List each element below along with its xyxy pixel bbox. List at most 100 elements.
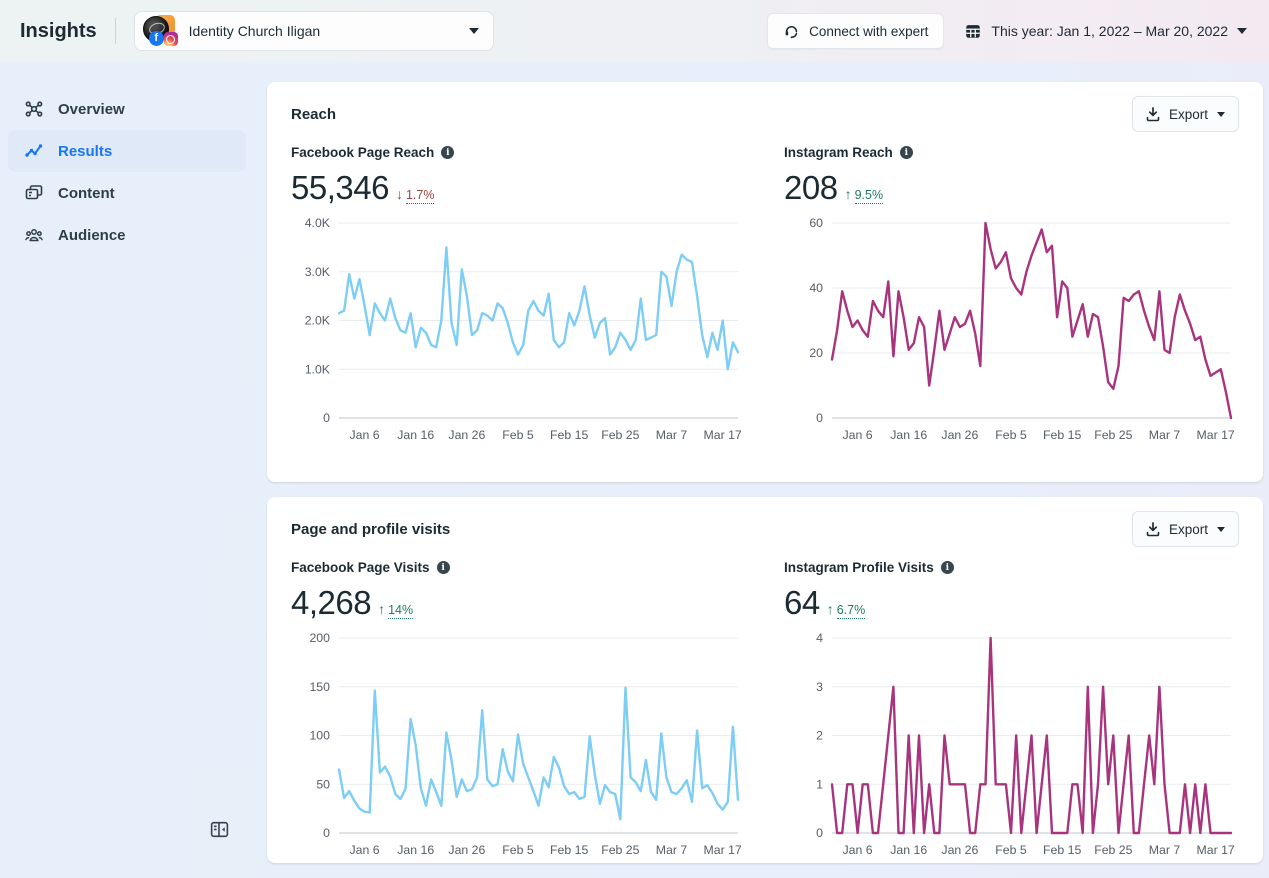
svg-text:Jan 6: Jan 6: [350, 428, 380, 442]
caret-down-icon: [1237, 28, 1247, 34]
svg-text:Feb 5: Feb 5: [995, 843, 1027, 857]
svg-text:Mar 17: Mar 17: [1197, 428, 1235, 442]
info-icon[interactable]: i: [441, 146, 454, 159]
sidebar-item-label: Results: [58, 143, 112, 160]
instagram-badge-icon: [164, 32, 178, 46]
metric-value: 208: [784, 169, 838, 207]
export-label: Export: [1169, 522, 1208, 537]
svg-text:50: 50: [316, 778, 330, 792]
collapse-sidebar-icon: [209, 819, 230, 840]
arrow-up-icon: ↑: [827, 601, 834, 617]
sidebar-item-results[interactable]: Results: [8, 130, 246, 172]
svg-text:Jan 26: Jan 26: [448, 843, 485, 857]
svg-text:4.0K: 4.0K: [305, 216, 331, 230]
metric-delta: ↑ 9.5%: [845, 186, 884, 204]
page-title: Insights: [20, 20, 97, 43]
caret-down-icon: [1217, 527, 1225, 532]
svg-text:3: 3: [816, 680, 823, 694]
svg-text:20: 20: [809, 346, 823, 360]
metric-label: Facebook Page Visits: [291, 560, 430, 575]
svg-text:40: 40: [809, 281, 823, 295]
metric-delta: ↑ 6.7%: [827, 601, 866, 619]
metric-delta: ↓ 1.7%: [396, 186, 435, 204]
svg-text:2.0K: 2.0K: [305, 314, 331, 328]
svg-text:4: 4: [816, 631, 823, 645]
facebook-page-visits-chart[interactable]: 050100150200Jan 6Jan 16Jan 26Feb 5Feb 15…: [291, 628, 746, 860]
instagram-profile-visits-chart[interactable]: 01234Jan 6Jan 16Jan 26Feb 5Feb 15Feb 25M…: [784, 628, 1239, 860]
svg-text:Feb 25: Feb 25: [1094, 428, 1132, 442]
svg-text:Feb 25: Feb 25: [601, 843, 639, 857]
svg-text:Mar 17: Mar 17: [1197, 843, 1235, 857]
date-range-label: This year: Jan 1, 2022 – Mar 20, 2022: [991, 23, 1228, 39]
svg-text:Mar 7: Mar 7: [656, 428, 688, 442]
svg-text:Feb 5: Feb 5: [502, 843, 534, 857]
date-range-selector[interactable]: This year: Jan 1, 2022 – Mar 20, 2022: [964, 22, 1247, 40]
audience-icon: [24, 225, 44, 245]
svg-text:Mar 7: Mar 7: [1149, 428, 1181, 442]
divider: [115, 18, 116, 44]
sidebar-item-audience[interactable]: Audience: [8, 214, 246, 256]
svg-text:Jan 26: Jan 26: [941, 843, 978, 857]
svg-text:100: 100: [309, 729, 330, 743]
sidebar-item-label: Overview: [58, 101, 125, 118]
svg-text:1: 1: [816, 778, 823, 792]
delta-percent[interactable]: 14%: [388, 603, 413, 619]
reach-card: Reach Export Facebook Page Reach i: [267, 82, 1263, 482]
svg-text:Feb 25: Feb 25: [601, 428, 639, 442]
svg-text:Feb 15: Feb 15: [1043, 428, 1081, 442]
export-button[interactable]: Export: [1132, 511, 1239, 547]
svg-text:Feb 25: Feb 25: [1094, 843, 1132, 857]
svg-text:Feb 5: Feb 5: [995, 428, 1027, 442]
svg-text:Jan 26: Jan 26: [941, 428, 978, 442]
info-icon[interactable]: i: [941, 561, 954, 574]
collapse-sidebar-button[interactable]: [204, 814, 234, 844]
sidebar-item-label: Content: [58, 185, 115, 202]
delta-percent[interactable]: 6.7%: [837, 603, 866, 619]
svg-text:Mar 17: Mar 17: [704, 428, 742, 442]
connect-with-expert-label: Connect with expert: [809, 24, 928, 39]
arrow-up-icon: ↑: [845, 186, 852, 202]
instagram-reach-chart[interactable]: 0204060Jan 6Jan 16Jan 26Feb 5Feb 15Feb 2…: [784, 213, 1239, 445]
svg-text:Feb 15: Feb 15: [550, 428, 588, 442]
info-icon[interactable]: i: [900, 146, 913, 159]
sidebar-item-overview[interactable]: Overview: [8, 88, 246, 130]
avatar: f: [141, 13, 181, 49]
content-icon: [24, 183, 44, 203]
svg-text:150: 150: [309, 680, 330, 694]
facebook-badge-icon: f: [149, 31, 164, 46]
export-button[interactable]: Export: [1132, 96, 1239, 132]
info-icon[interactable]: i: [437, 561, 450, 574]
svg-text:200: 200: [309, 631, 330, 645]
delta-percent[interactable]: 1.7%: [406, 188, 435, 204]
page-profile-visits-card: Page and profile visits Export Facebook …: [267, 497, 1263, 863]
metric-label: Instagram Profile Visits: [784, 560, 934, 575]
connect-with-expert-button[interactable]: Connect with expert: [767, 13, 944, 49]
metric-value: 64: [784, 584, 820, 622]
metric-delta: ↑ 14%: [378, 601, 413, 619]
caret-down-icon: [469, 28, 479, 34]
account-selector[interactable]: f Identity Church Iligan: [134, 11, 494, 51]
svg-text:Jan 6: Jan 6: [350, 843, 380, 857]
metric-value: 55,346: [291, 169, 389, 207]
svg-text:0: 0: [816, 411, 823, 425]
svg-text:Jan 16: Jan 16: [397, 428, 434, 442]
svg-text:3.0K: 3.0K: [305, 265, 331, 279]
metric-label: Facebook Page Reach: [291, 145, 434, 160]
svg-text:Jan 6: Jan 6: [843, 428, 873, 442]
arrow-up-icon: ↑: [378, 601, 385, 617]
delta-percent[interactable]: 9.5%: [855, 188, 884, 204]
facebook-page-reach-metric: Facebook Page Reach i 55,346 ↓ 1.7% 01.0…: [291, 145, 746, 445]
svg-text:Mar 7: Mar 7: [656, 843, 688, 857]
instagram-profile-visits-metric: Instagram Profile Visits i 64 ↑ 6.7% 012…: [784, 560, 1239, 860]
facebook-page-reach-chart[interactable]: 01.0K2.0K3.0K4.0KJan 6Jan 16Jan 26Feb 5F…: [291, 213, 746, 445]
sidebar-item-content[interactable]: Content: [8, 172, 246, 214]
svg-text:0: 0: [323, 826, 330, 840]
svg-text:2: 2: [816, 729, 823, 743]
account-name: Identity Church Iligan: [189, 23, 469, 39]
svg-text:Mar 17: Mar 17: [704, 843, 742, 857]
facebook-page-visits-metric: Facebook Page Visits i 4,268 ↑ 14% 05010…: [291, 560, 746, 860]
card-title: Reach: [291, 106, 336, 123]
svg-text:Jan 26: Jan 26: [448, 428, 485, 442]
svg-text:Feb 5: Feb 5: [502, 428, 534, 442]
svg-text:Jan 16: Jan 16: [890, 428, 927, 442]
